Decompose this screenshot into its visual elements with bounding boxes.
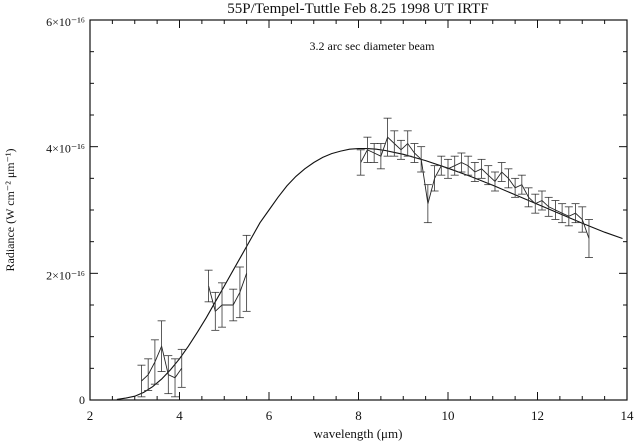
error-bar <box>370 143 379 163</box>
x-axis-label: wavelength (μm) <box>314 426 403 441</box>
x-tick-label: 6 <box>266 408 273 423</box>
error-bar <box>164 355 173 395</box>
y-axis-label: Radiance (W cm⁻² μm⁻¹) <box>3 148 17 271</box>
error-bar <box>457 152 466 173</box>
error-bar <box>410 143 419 163</box>
error-bar <box>157 320 166 372</box>
x-tick-label: 8 <box>355 408 362 423</box>
error-bar <box>137 364 146 398</box>
error-bar <box>517 174 526 195</box>
error-bar <box>397 139 406 160</box>
x-tick-label: 4 <box>176 408 183 423</box>
error-bar <box>211 291 220 331</box>
x-tick-label: 12 <box>531 408 544 423</box>
error-bar <box>390 130 399 157</box>
error-bar <box>417 146 426 173</box>
y-tick-label: 4×10⁻¹⁶ <box>46 142 85 156</box>
error-bar <box>504 168 513 189</box>
error-bar <box>584 219 593 258</box>
error-bar <box>403 130 412 157</box>
chart-title: 55P/Tempel-Tuttle Feb 8.25 1998 UT IRTF <box>227 1 488 17</box>
error-bar <box>531 193 540 214</box>
error-bar <box>150 339 159 385</box>
y-tick-label: 2×10⁻¹⁶ <box>46 268 85 282</box>
error-bar <box>437 155 446 176</box>
error-bar <box>235 266 244 319</box>
error-bar <box>171 358 180 398</box>
error-bar <box>477 158 486 179</box>
error-bar <box>490 171 499 192</box>
beam-annotation: 3.2 arc sec diameter beam <box>310 39 436 53</box>
model-curve <box>116 148 623 400</box>
x-tick-label: 10 <box>442 408 455 423</box>
error-bar <box>537 190 546 211</box>
x-tick-label: 14 <box>621 408 635 423</box>
error-bar <box>218 282 227 328</box>
x-tick-label: 2 <box>87 408 94 423</box>
error-bar <box>511 177 520 198</box>
error-bar <box>564 206 573 227</box>
axis-ticks: 2 4 6 8 10 12 14 0 2×10⁻¹⁶ 4×10⁻¹⁶ 6×10⁻¹⁶ <box>46 15 634 423</box>
plot-frame <box>89 19 628 401</box>
error-bar <box>470 162 479 182</box>
error-bar <box>544 196 553 217</box>
model-layer <box>116 148 623 400</box>
error-bar <box>484 165 493 186</box>
error-bar <box>356 149 365 176</box>
error-bar <box>383 117 392 157</box>
error-bar <box>144 358 153 391</box>
error-bar <box>450 155 459 176</box>
error-bar <box>363 136 372 163</box>
error-bar <box>524 187 533 208</box>
error-bar <box>423 184 432 224</box>
observed-spectrum-line <box>208 273 248 313</box>
error-bar <box>464 155 473 176</box>
error-bar <box>430 165 439 192</box>
error-bar <box>551 200 560 220</box>
y-tick-label: 6×10⁻¹⁶ <box>46 15 85 29</box>
y-tick-label: 0 <box>79 393 85 407</box>
error-bar <box>578 206 587 233</box>
error-bar <box>558 203 567 224</box>
error-bar <box>376 143 385 170</box>
error-bar <box>242 234 251 312</box>
error-bar <box>571 203 580 224</box>
error-bar <box>229 288 238 322</box>
error-bar <box>444 158 452 179</box>
error-bar <box>204 269 213 303</box>
error-bar <box>177 348 186 388</box>
observation-layer <box>137 117 593 398</box>
error-bar <box>497 162 506 182</box>
